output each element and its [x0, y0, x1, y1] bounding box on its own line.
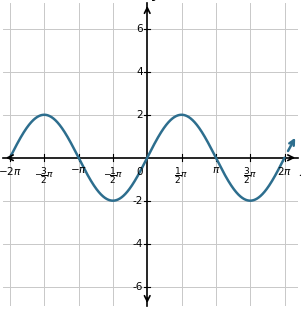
- Text: -6: -6: [132, 281, 143, 292]
- Text: -2: -2: [132, 196, 143, 206]
- Text: $0$: $0$: [136, 165, 144, 177]
- Text: $-\!\dfrac{3}{2}\pi$: $-\!\dfrac{3}{2}\pi$: [34, 165, 54, 186]
- Text: 4: 4: [136, 67, 143, 77]
- Text: $-\pi$: $-\pi$: [70, 165, 87, 175]
- Text: $-2\pi$: $-2\pi$: [0, 165, 22, 177]
- Text: $\dfrac{3}{2}\pi$: $\dfrac{3}{2}\pi$: [243, 165, 257, 186]
- Text: 6: 6: [136, 24, 143, 34]
- Text: $\pi$: $\pi$: [212, 165, 220, 175]
- Text: $-\!\dfrac{1}{2}\pi$: $-\!\dfrac{1}{2}\pi$: [103, 165, 123, 186]
- Text: $\dfrac{1}{2}\pi$: $\dfrac{1}{2}\pi$: [174, 165, 189, 186]
- Text: y: y: [152, 0, 160, 1]
- Text: x: x: [299, 166, 301, 179]
- Text: -4: -4: [132, 239, 143, 249]
- Text: 2: 2: [136, 110, 143, 120]
- Text: $2\pi$: $2\pi$: [277, 165, 292, 177]
